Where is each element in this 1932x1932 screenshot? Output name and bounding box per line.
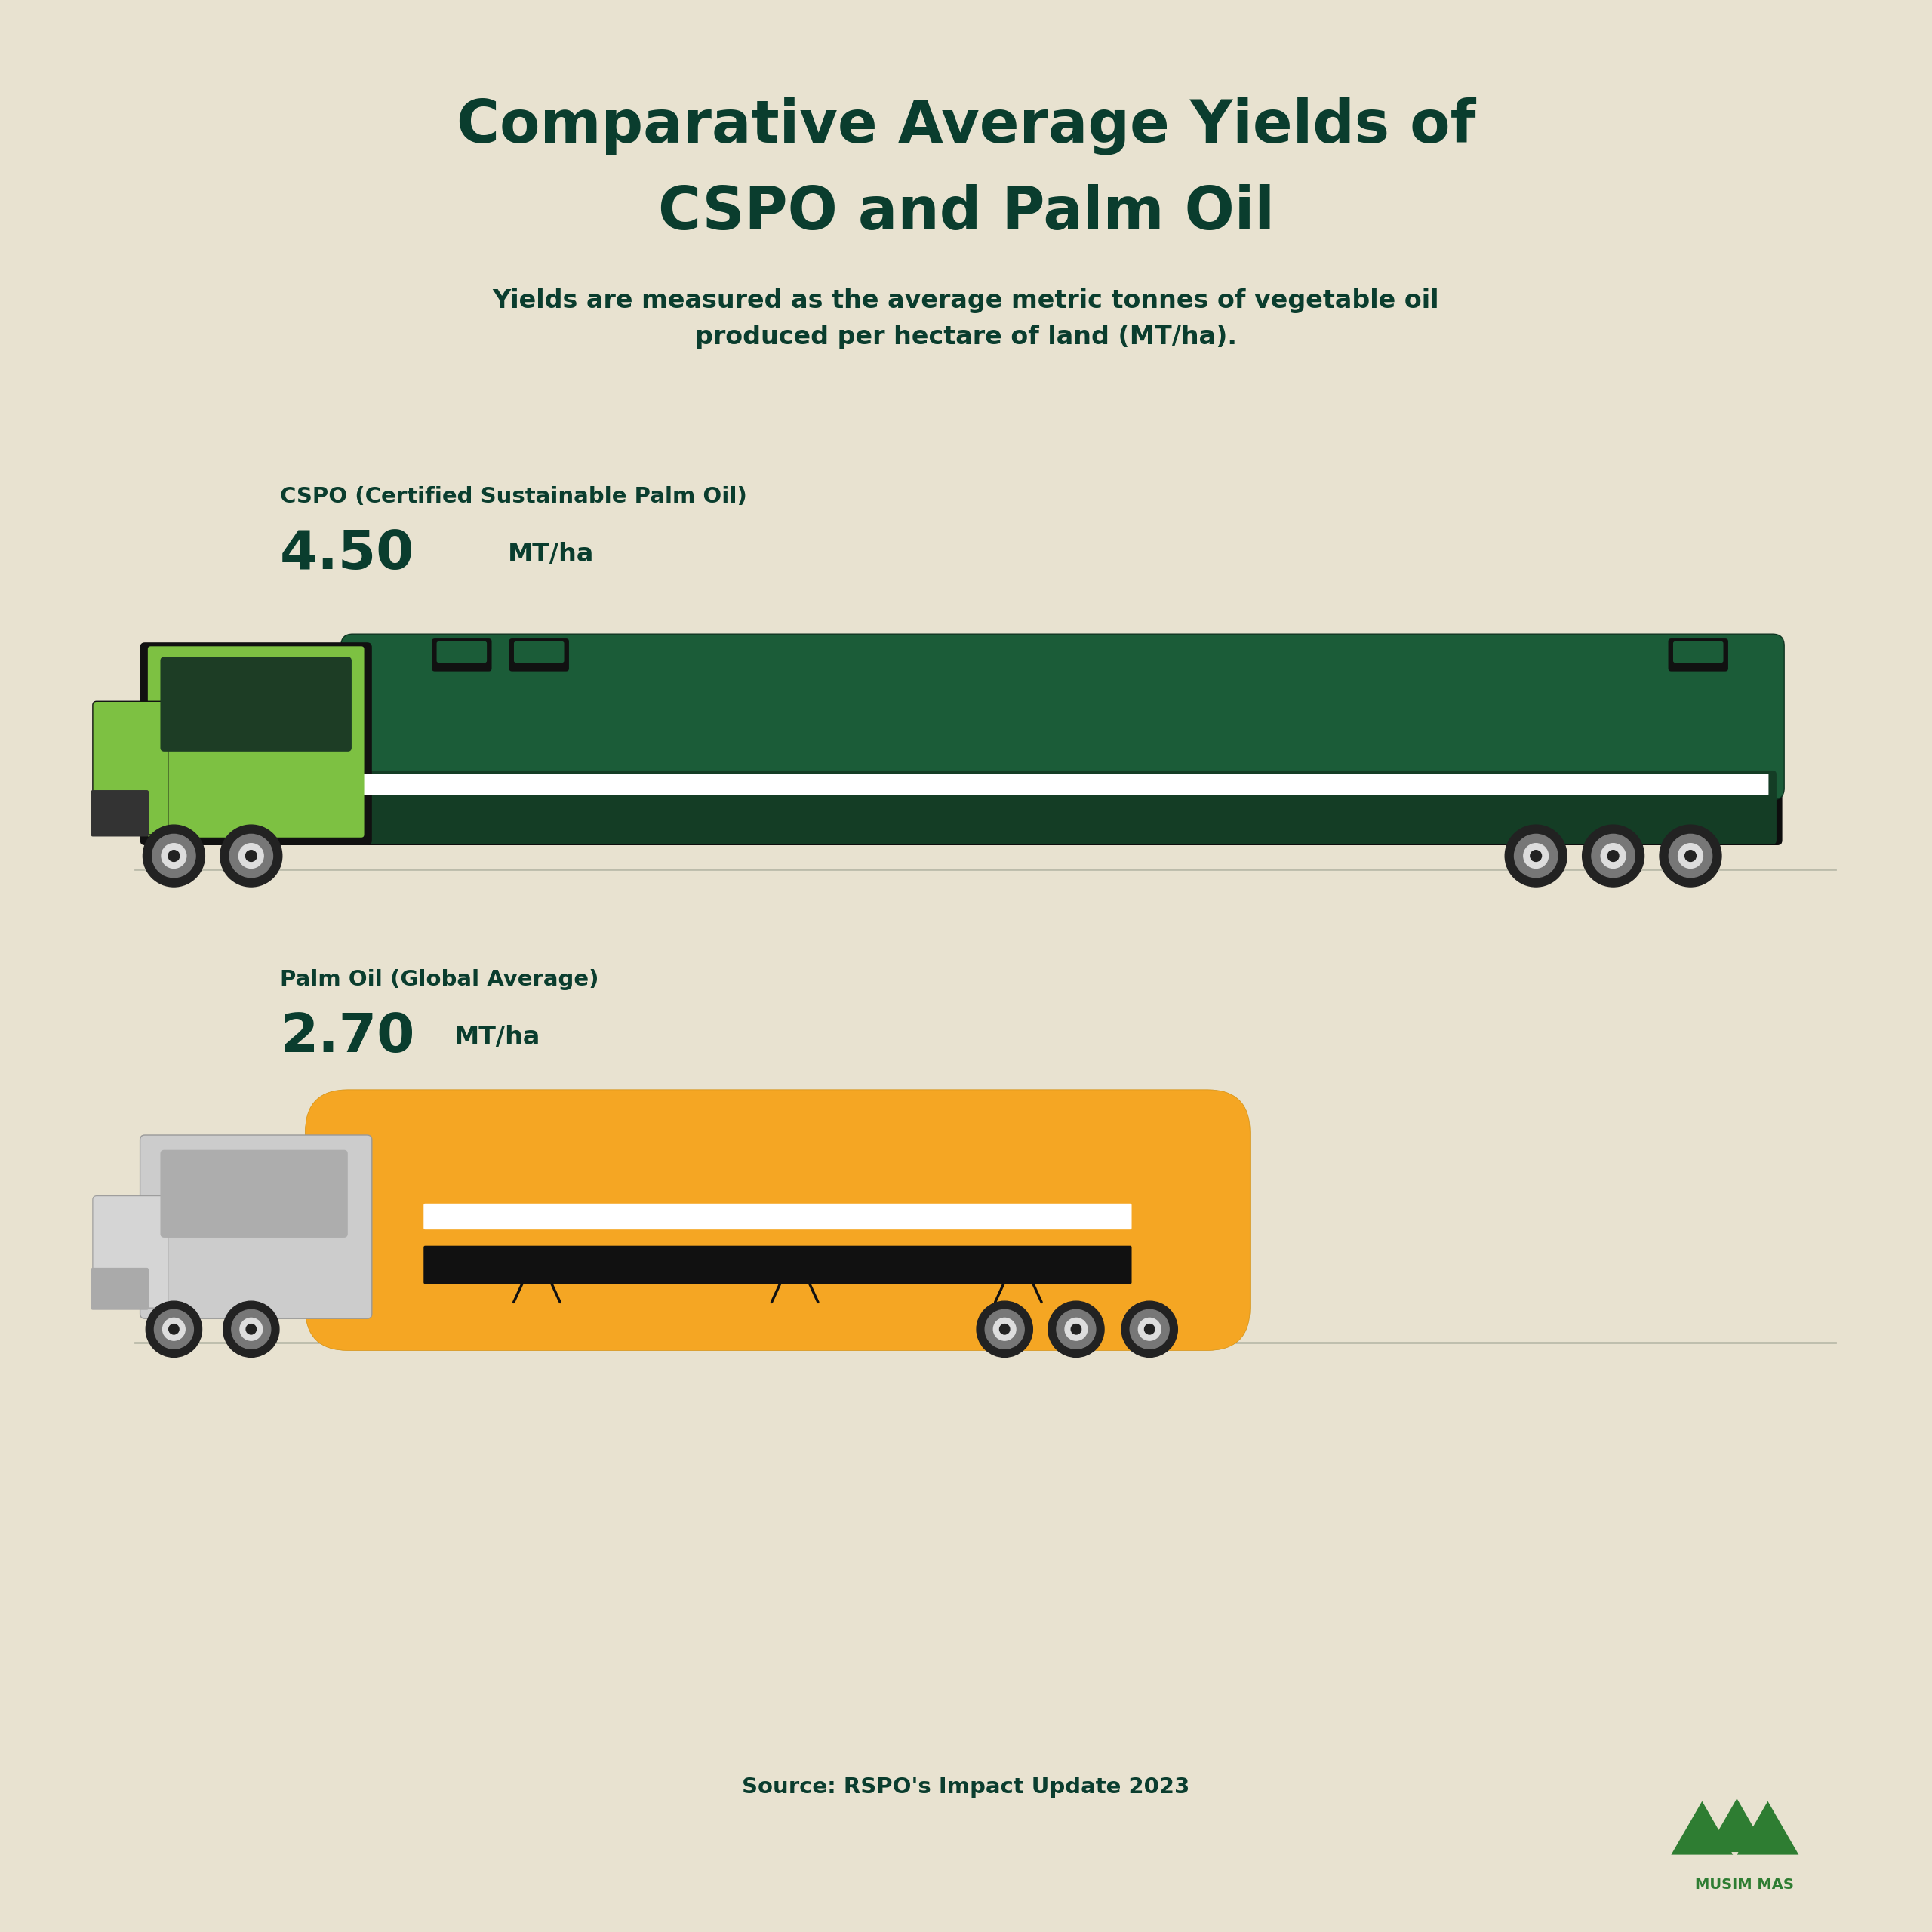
FancyBboxPatch shape <box>433 639 493 672</box>
Circle shape <box>1070 1323 1082 1335</box>
Circle shape <box>168 1323 180 1335</box>
FancyBboxPatch shape <box>423 1246 1132 1285</box>
FancyBboxPatch shape <box>160 657 352 752</box>
FancyBboxPatch shape <box>340 634 1785 800</box>
Circle shape <box>240 1318 263 1341</box>
FancyBboxPatch shape <box>423 1204 1132 1229</box>
Circle shape <box>143 825 205 887</box>
FancyBboxPatch shape <box>437 641 487 663</box>
Circle shape <box>1505 825 1567 887</box>
Circle shape <box>1130 1310 1169 1349</box>
Polygon shape <box>1706 1799 1768 1853</box>
Text: MT/ha: MT/ha <box>508 543 595 566</box>
Circle shape <box>1669 835 1712 877</box>
FancyBboxPatch shape <box>305 1090 1250 1350</box>
FancyBboxPatch shape <box>514 641 564 663</box>
FancyBboxPatch shape <box>91 1267 149 1310</box>
Polygon shape <box>1671 1801 1733 1855</box>
Circle shape <box>1515 835 1557 877</box>
Text: CSPO and Palm Oil: CSPO and Palm Oil <box>657 184 1275 242</box>
Text: 2.70: 2.70 <box>280 1012 415 1063</box>
FancyBboxPatch shape <box>149 647 365 838</box>
FancyBboxPatch shape <box>160 1150 348 1238</box>
Circle shape <box>999 1323 1010 1335</box>
Circle shape <box>245 850 257 862</box>
Text: MUSIM MAS: MUSIM MAS <box>1694 1878 1795 1891</box>
FancyBboxPatch shape <box>340 1264 1215 1325</box>
Circle shape <box>1592 835 1634 877</box>
Circle shape <box>1138 1318 1161 1341</box>
Circle shape <box>1530 850 1542 862</box>
Circle shape <box>1524 844 1548 867</box>
Circle shape <box>230 835 272 877</box>
Circle shape <box>978 1302 1032 1358</box>
Text: Yields are measured as the average metric tonnes of vegetable oil
produced per h: Yields are measured as the average metri… <box>493 288 1439 350</box>
Text: 4.50: 4.50 <box>280 529 415 580</box>
Text: CSPO (Certified Sustainable Palm Oil): CSPO (Certified Sustainable Palm Oil) <box>280 487 748 506</box>
Circle shape <box>155 1310 193 1349</box>
Circle shape <box>1607 850 1619 862</box>
Text: Comparative Average Yields of: Comparative Average Yields of <box>456 97 1476 155</box>
Circle shape <box>245 1323 257 1335</box>
FancyBboxPatch shape <box>93 701 168 835</box>
FancyBboxPatch shape <box>91 790 149 837</box>
Circle shape <box>1660 825 1721 887</box>
FancyBboxPatch shape <box>510 639 570 672</box>
Circle shape <box>220 825 282 887</box>
FancyBboxPatch shape <box>344 663 1781 846</box>
Text: Palm Oil (Global Average): Palm Oil (Global Average) <box>280 970 599 989</box>
Circle shape <box>985 1310 1024 1349</box>
Circle shape <box>993 1318 1016 1341</box>
Circle shape <box>232 1310 270 1349</box>
FancyBboxPatch shape <box>141 1136 371 1320</box>
FancyBboxPatch shape <box>348 1306 1209 1318</box>
Text: Source: RSPO's Impact Update 2023: Source: RSPO's Impact Update 2023 <box>742 1777 1190 1797</box>
Circle shape <box>153 835 195 877</box>
Circle shape <box>1122 1302 1179 1358</box>
Circle shape <box>224 1302 280 1358</box>
FancyBboxPatch shape <box>1673 641 1723 663</box>
Text: MT/ha: MT/ha <box>454 1026 541 1049</box>
Circle shape <box>1582 825 1644 887</box>
Circle shape <box>162 844 185 867</box>
Circle shape <box>147 1302 201 1358</box>
Circle shape <box>1144 1323 1155 1335</box>
Circle shape <box>1049 1302 1105 1358</box>
FancyBboxPatch shape <box>357 773 1768 796</box>
FancyBboxPatch shape <box>93 1196 168 1308</box>
FancyBboxPatch shape <box>1669 639 1727 672</box>
Circle shape <box>1057 1310 1095 1349</box>
Circle shape <box>162 1318 185 1341</box>
Circle shape <box>1679 844 1702 867</box>
FancyBboxPatch shape <box>350 771 1777 844</box>
Circle shape <box>168 850 180 862</box>
Circle shape <box>240 844 263 867</box>
Circle shape <box>1685 850 1696 862</box>
Circle shape <box>1602 844 1625 867</box>
FancyBboxPatch shape <box>141 641 371 846</box>
Polygon shape <box>1737 1801 1799 1855</box>
Circle shape <box>1065 1318 1088 1341</box>
